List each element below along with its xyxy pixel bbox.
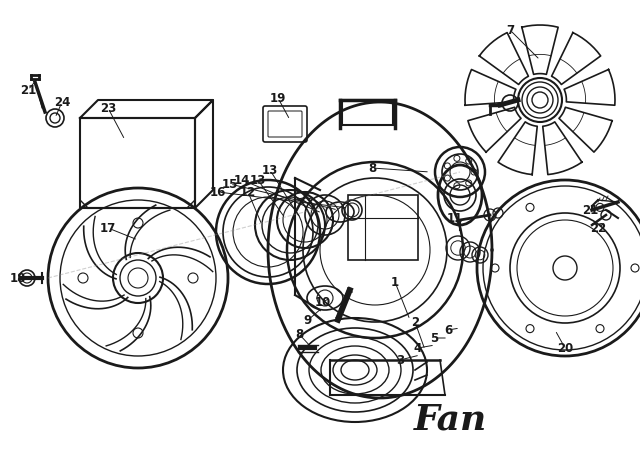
Text: 4: 4 bbox=[414, 342, 422, 354]
Text: 1: 1 bbox=[391, 275, 399, 288]
Text: Fan: Fan bbox=[413, 403, 486, 437]
Text: 13: 13 bbox=[250, 173, 266, 187]
Text: 7: 7 bbox=[506, 24, 514, 36]
Text: 21: 21 bbox=[582, 203, 598, 217]
Text: 16: 16 bbox=[210, 186, 226, 198]
Text: 22: 22 bbox=[590, 222, 606, 234]
Text: 5: 5 bbox=[430, 332, 438, 344]
Text: 3: 3 bbox=[396, 354, 404, 366]
Text: 20: 20 bbox=[557, 342, 573, 354]
Text: 15: 15 bbox=[222, 177, 238, 191]
Text: 24: 24 bbox=[54, 96, 70, 108]
Text: 2: 2 bbox=[411, 315, 419, 329]
Bar bbox=[342, 100, 393, 125]
Text: 8: 8 bbox=[368, 162, 376, 175]
Text: 19: 19 bbox=[270, 91, 286, 105]
Text: 17: 17 bbox=[100, 222, 116, 234]
Text: 13: 13 bbox=[262, 163, 278, 177]
Text: 8: 8 bbox=[295, 328, 303, 340]
Text: 10: 10 bbox=[315, 295, 331, 308]
Text: 18: 18 bbox=[10, 272, 26, 284]
Text: 6: 6 bbox=[444, 324, 452, 337]
Text: 12: 12 bbox=[240, 186, 256, 198]
Text: 23: 23 bbox=[100, 101, 116, 115]
Text: 11: 11 bbox=[447, 212, 463, 224]
Text: 21: 21 bbox=[20, 84, 36, 96]
Text: 9: 9 bbox=[304, 313, 312, 327]
Text: 14: 14 bbox=[234, 173, 250, 187]
Bar bbox=[348, 195, 418, 260]
